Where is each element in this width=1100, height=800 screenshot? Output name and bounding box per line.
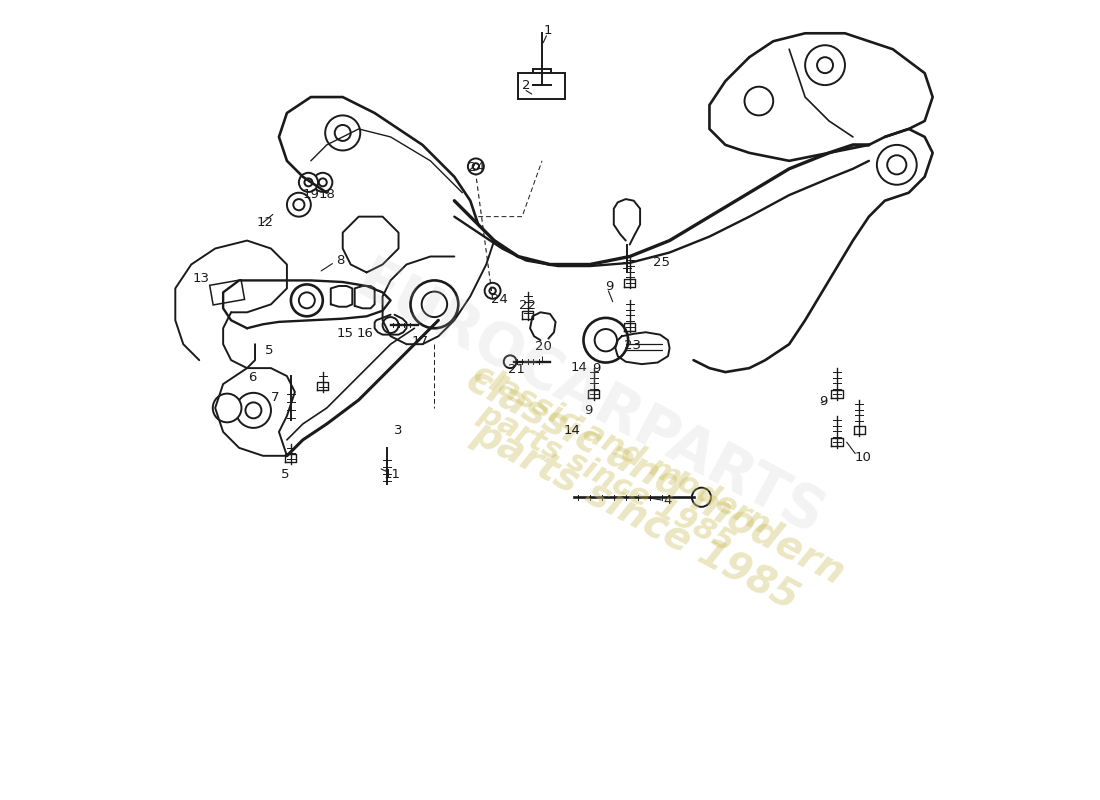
Text: 10: 10 bbox=[854, 451, 871, 464]
Text: 1: 1 bbox=[543, 24, 552, 38]
Circle shape bbox=[305, 178, 312, 186]
Text: 22: 22 bbox=[519, 299, 536, 313]
Text: 18: 18 bbox=[318, 188, 336, 201]
Text: 17: 17 bbox=[411, 335, 429, 348]
Text: 14: 14 bbox=[570, 361, 587, 374]
Text: 11: 11 bbox=[384, 469, 400, 482]
Circle shape bbox=[299, 292, 315, 308]
Circle shape bbox=[745, 86, 773, 115]
Circle shape bbox=[299, 173, 318, 192]
Text: 9: 9 bbox=[584, 404, 593, 417]
Text: 14: 14 bbox=[564, 424, 581, 437]
Circle shape bbox=[888, 155, 906, 174]
Circle shape bbox=[421, 291, 448, 317]
Text: 2: 2 bbox=[521, 79, 530, 92]
Circle shape bbox=[294, 199, 305, 210]
Circle shape bbox=[595, 329, 617, 351]
Text: 19: 19 bbox=[302, 188, 319, 201]
Text: 8: 8 bbox=[337, 254, 344, 267]
Circle shape bbox=[485, 283, 501, 298]
Text: classic and modern
parts since 1985: classic and modern parts since 1985 bbox=[440, 360, 851, 631]
Text: 16: 16 bbox=[356, 327, 374, 340]
Circle shape bbox=[468, 158, 484, 174]
Circle shape bbox=[805, 46, 845, 85]
Circle shape bbox=[334, 125, 351, 141]
Circle shape bbox=[326, 115, 361, 150]
Text: 20: 20 bbox=[536, 340, 552, 353]
Circle shape bbox=[383, 317, 398, 333]
Text: 7: 7 bbox=[271, 391, 279, 404]
Circle shape bbox=[235, 393, 271, 428]
Text: EUROCARPARTS: EUROCARPARTS bbox=[346, 252, 834, 548]
Text: 23: 23 bbox=[624, 339, 640, 352]
Bar bbox=[534, 69, 551, 93]
Text: 3: 3 bbox=[394, 424, 403, 437]
Text: 21: 21 bbox=[508, 363, 525, 376]
Text: 5: 5 bbox=[282, 468, 289, 481]
Circle shape bbox=[319, 178, 327, 186]
Circle shape bbox=[692, 488, 711, 507]
Text: 4: 4 bbox=[663, 494, 672, 507]
Text: 24: 24 bbox=[492, 293, 508, 306]
Text: 12: 12 bbox=[257, 216, 274, 229]
Text: 9: 9 bbox=[592, 362, 601, 374]
Circle shape bbox=[473, 163, 478, 170]
Circle shape bbox=[877, 145, 916, 185]
Circle shape bbox=[410, 281, 459, 328]
Bar bbox=[210, 280, 244, 305]
Circle shape bbox=[817, 57, 833, 73]
Text: 6: 6 bbox=[248, 371, 256, 384]
Circle shape bbox=[490, 287, 496, 294]
Text: classic and modern
parts since 1985: classic and modern parts since 1985 bbox=[453, 358, 774, 570]
Circle shape bbox=[290, 285, 322, 316]
Circle shape bbox=[504, 355, 517, 368]
Circle shape bbox=[583, 318, 628, 362]
Text: 9: 9 bbox=[820, 395, 827, 408]
Circle shape bbox=[245, 402, 262, 418]
Text: 15: 15 bbox=[337, 327, 353, 340]
Text: 25: 25 bbox=[653, 256, 670, 270]
Text: 9: 9 bbox=[606, 280, 614, 294]
Circle shape bbox=[212, 394, 242, 422]
Circle shape bbox=[314, 173, 332, 192]
FancyBboxPatch shape bbox=[518, 73, 565, 98]
Circle shape bbox=[287, 193, 311, 217]
Text: 24: 24 bbox=[469, 161, 485, 174]
Text: 5: 5 bbox=[265, 344, 274, 357]
Text: 13: 13 bbox=[192, 271, 209, 285]
